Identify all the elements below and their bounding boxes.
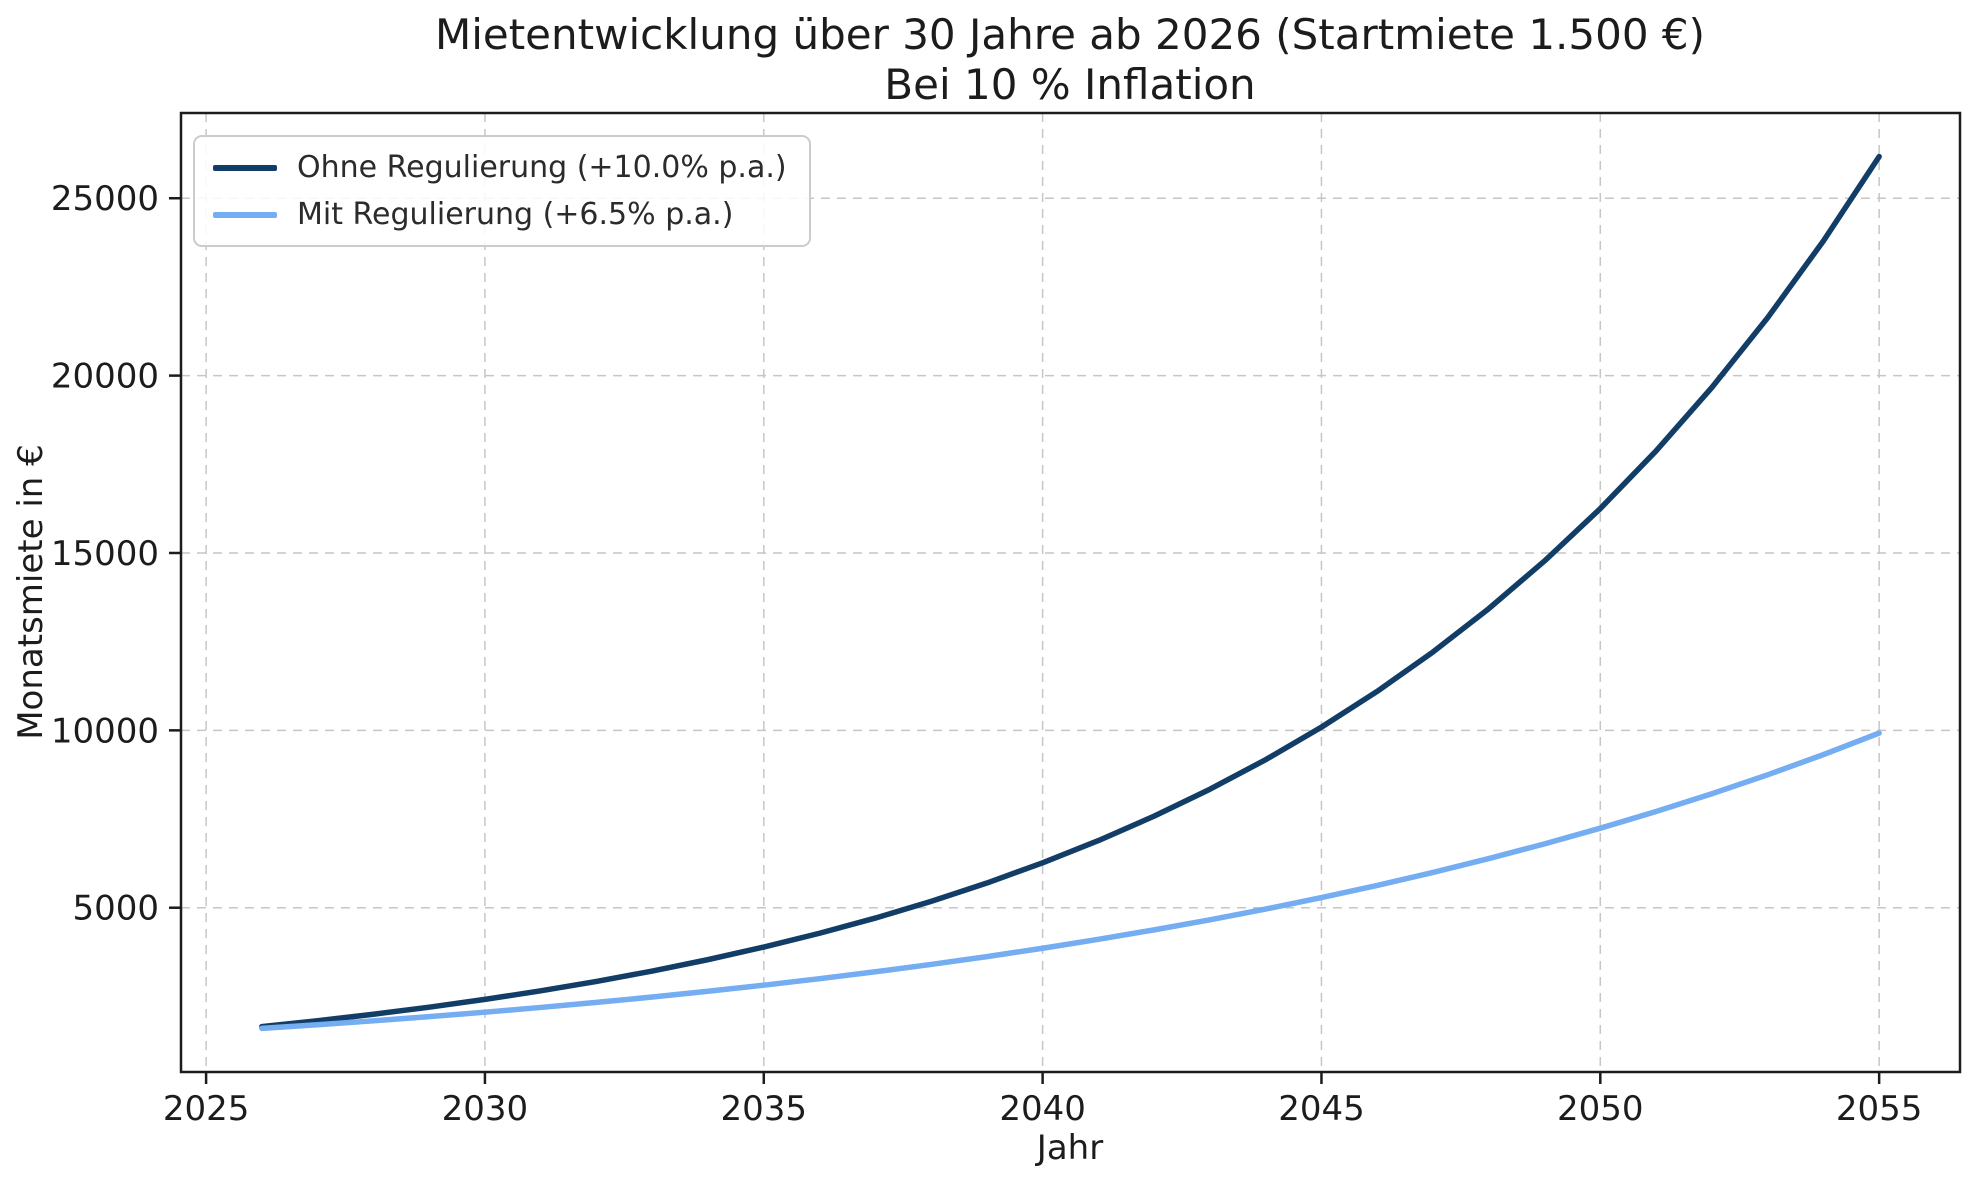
legend-label: Mit Regulierung (+6.5% p.a.) <box>297 197 734 232</box>
chart-subtitle: Bei 10 % Inflation <box>884 59 1256 109</box>
legend-swatch-ohne-regulierung <box>213 164 277 171</box>
legend-row: Mit Regulierung (+6.5% p.a.) <box>213 197 787 232</box>
legend-swatch-mit-regulierung <box>213 211 277 218</box>
legend: Ohne Regulierung (+10.0% p.a.) Mit Regul… <box>193 135 811 247</box>
x-axis-label: Jahr <box>1036 1128 1104 1168</box>
series-line-1 <box>259 730 1882 1032</box>
x-tick-label: 2035 <box>721 1089 808 1129</box>
y-tick-label: 15000 <box>51 534 159 574</box>
x-tick-label: 2025 <box>163 1089 250 1129</box>
legend-label: Ohne Regulierung (+10.0% p.a.) <box>297 150 787 185</box>
chart-title-block: Mietentwicklung über 30 Jahre ab 2026 (S… <box>435 10 1705 109</box>
x-tick-label: 2040 <box>999 1089 1086 1129</box>
x-tick-label: 2055 <box>1836 1089 1923 1129</box>
y-tick-label: 25000 <box>51 179 159 219</box>
chart-title: Mietentwicklung über 30 Jahre ab 2026 (S… <box>434 10 1706 59</box>
series-line-0 <box>259 153 1882 1030</box>
plot-spines <box>179 111 1962 1074</box>
x-tick-label: 2045 <box>1278 1089 1365 1129</box>
x-tick-label: 2050 <box>1557 1089 1644 1129</box>
x-tick-label: 2030 <box>442 1089 529 1129</box>
y-tick-label: 5000 <box>72 889 159 929</box>
y-tick-label: 10000 <box>51 711 159 751</box>
y-axis-label: Monatsmiete in € <box>11 444 51 740</box>
y-tick-label: 20000 <box>51 357 159 397</box>
legend-row: Ohne Regulierung (+10.0% p.a.) <box>213 150 787 185</box>
